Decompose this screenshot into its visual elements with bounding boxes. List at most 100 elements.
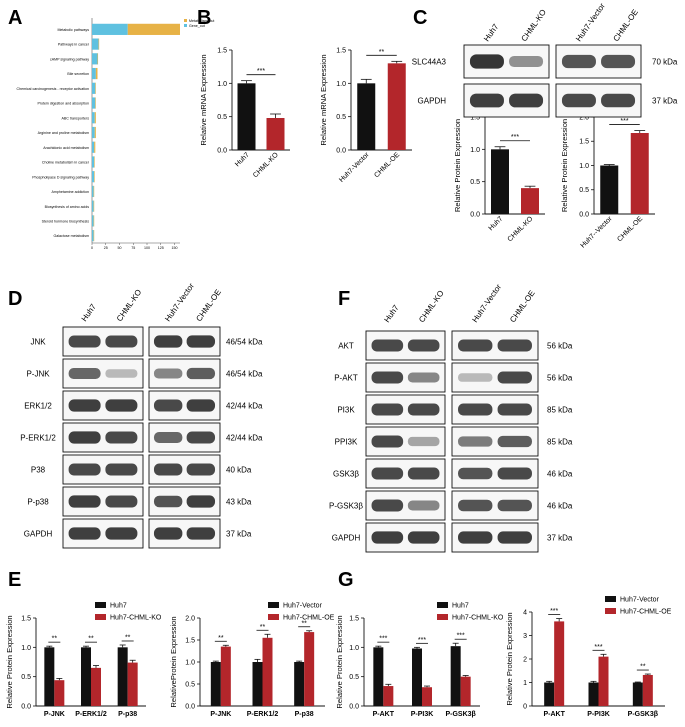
bar: [544, 682, 555, 706]
protein-label: P-GSK3β: [329, 501, 363, 510]
blot-band: [469, 54, 504, 69]
blot-panel-C: Huh7 CHML-KO Huh7-Vector CHML-OE SLC44A3 70 k…: [412, 1, 678, 118]
y-tick-label: 1.0: [336, 81, 346, 88]
a-category-label: Chemical carcinogenesis - receptor activ…: [16, 87, 89, 91]
lane-label: CHML-KO: [417, 289, 446, 324]
protein-label: GAPDH: [24, 529, 53, 538]
blot-band: [497, 531, 532, 544]
blot-band: [153, 368, 183, 379]
kda-label: 37 kDa: [226, 529, 252, 538]
blot-band: [68, 463, 101, 476]
protein-label: GAPDH: [418, 96, 447, 105]
x-tick-label: P-PI3K: [587, 711, 610, 718]
kda-label: 42/44 kDa: [226, 433, 263, 442]
y-tick-label: 0.5: [185, 681, 195, 688]
kda-label: 40 kDa: [226, 465, 252, 474]
significance-mark: ***: [620, 118, 628, 125]
legend-swatch: [95, 614, 106, 620]
blot-band: [407, 339, 440, 352]
blot-band: [497, 371, 532, 384]
a-x-tick-label: 75: [131, 246, 135, 250]
a-category-label: Pathways in cancer: [58, 43, 90, 47]
bar: [412, 648, 422, 706]
bar: [491, 149, 509, 214]
chart-G2: 0 1 2 3 4 Relative Protein Expression *** P-AKT…: [505, 596, 672, 718]
significance-mark: **: [260, 624, 266, 631]
x-tick-label: P-AKT: [543, 711, 565, 718]
x-tick-label: Huh7: [488, 215, 505, 232]
blot-band: [458, 499, 493, 512]
blot-band: [153, 463, 183, 476]
a-x-tick-label: 0: [91, 246, 93, 250]
lane-label: Huh7: [382, 303, 401, 324]
legend-label: Huh7-CHML-OE: [283, 615, 335, 622]
y-axis-label: Relative Protein Expression: [505, 612, 514, 705]
bar: [642, 674, 653, 706]
y-tick-label: 3: [523, 633, 527, 640]
bar: [600, 165, 619, 214]
y-tick-label: 2.0: [185, 615, 195, 622]
blot-band: [371, 403, 404, 416]
bar: [304, 632, 315, 706]
kda-label: 85 kDa: [547, 437, 573, 446]
blot-band: [105, 527, 138, 540]
a-bar-segment: [93, 185, 95, 198]
a-bar-segment: [127, 23, 180, 35]
a-legend-swatch: [184, 19, 187, 22]
blot-band: [68, 431, 101, 444]
y-tick-label: 0: [523, 703, 527, 710]
blot-band: [458, 403, 493, 416]
bar: [630, 133, 649, 214]
bar: [127, 662, 138, 706]
blot-band: [68, 399, 101, 412]
legend-swatch: [605, 596, 616, 602]
x-tick-label: Huh7: [234, 151, 251, 168]
legend-swatch: [268, 614, 279, 620]
y-tick-label: 1.5: [21, 615, 31, 622]
chart-C1: 0.0 0.5 1.0 1.5 Relative Protein Expression H…: [453, 114, 545, 243]
chart-E1: 0.0 0.5 1.0 1.5 Relative Protein Expression *…: [5, 602, 162, 718]
a-legend-label: Metabolism_out: [189, 19, 214, 23]
legend-label: Huh7-Vector: [620, 597, 660, 604]
bar: [237, 83, 256, 150]
y-tick-label: 4: [523, 609, 527, 616]
blot-band: [458, 531, 493, 544]
panel-label-b: B: [197, 7, 211, 29]
x-tick-label: P-p38: [295, 711, 314, 718]
blot-band: [153, 527, 183, 540]
bar: [262, 637, 273, 706]
legend-label: Huh7-Vector: [283, 603, 323, 610]
lane-label: CHML-KO: [519, 8, 548, 43]
legend-label: Huh7-CHML-OE: [620, 609, 672, 616]
blot-band: [458, 339, 493, 352]
blot-band: [186, 527, 216, 540]
a-category-label: ABC transporters: [61, 116, 89, 120]
a-bar-segment: [93, 215, 95, 227]
a-bar-segment: [97, 53, 99, 65]
kda-label: 46 kDa: [547, 501, 573, 510]
blot-band: [509, 55, 544, 68]
a-bar-segment: [95, 82, 96, 94]
bar: [373, 647, 384, 706]
protein-label: P-AKT: [334, 373, 358, 382]
protein-label: P38: [31, 465, 46, 474]
y-tick-label: 0.5: [349, 674, 359, 681]
bar: [117, 647, 128, 706]
significance-mark: ***: [594, 644, 602, 651]
x-tick-label: P-JNK: [210, 711, 231, 718]
x-tick-label: P-ERK1/2: [75, 711, 107, 718]
bar: [450, 646, 461, 706]
bar: [54, 680, 65, 706]
y-tick-label: 0.0: [21, 703, 31, 710]
protein-label: P-ERK1/2: [20, 433, 56, 442]
blot-band: [153, 432, 183, 443]
y-tick-label: 2.0: [579, 114, 589, 121]
y-tick-label: 1.0: [579, 163, 589, 170]
protein-label: JNK: [30, 337, 46, 346]
a-category-label: Phospholipase D signaling pathway: [32, 175, 89, 179]
x-tick-label: P-AKT: [373, 711, 395, 718]
y-tick-label: 0.0: [349, 703, 359, 710]
x-tick-label: P-PI3K: [411, 711, 434, 718]
blot-band: [105, 335, 138, 348]
blot-band: [186, 335, 216, 348]
